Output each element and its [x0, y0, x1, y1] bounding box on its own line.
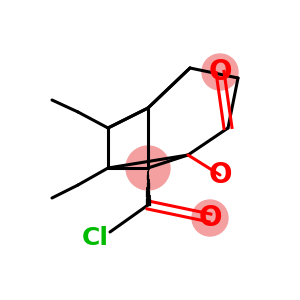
Circle shape [126, 146, 170, 190]
Text: O: O [208, 58, 232, 86]
Text: O: O [198, 204, 222, 232]
Text: O: O [208, 161, 232, 189]
Circle shape [192, 200, 228, 236]
Text: Cl: Cl [82, 226, 109, 250]
Circle shape [202, 54, 238, 90]
